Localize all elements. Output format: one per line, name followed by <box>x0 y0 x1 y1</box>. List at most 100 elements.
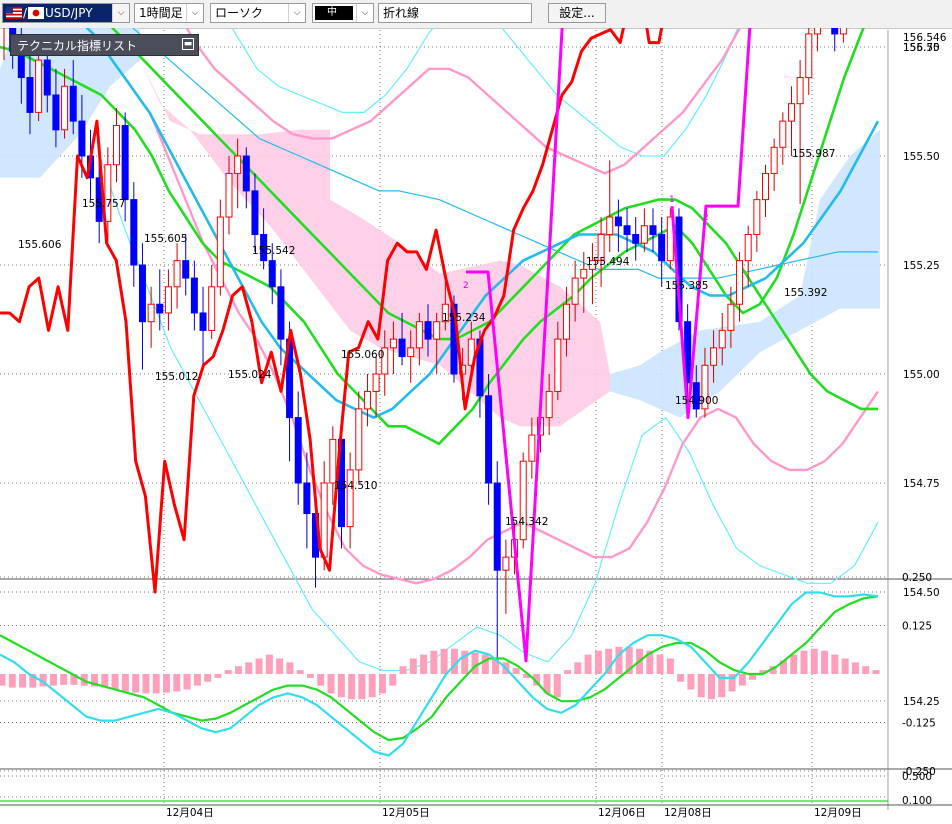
histogram-bar <box>8 674 16 688</box>
candle-body <box>138 264 146 323</box>
drawing-tool-label: 折れ線 <box>383 6 420 20</box>
histogram-bar <box>348 674 356 700</box>
histogram-bar <box>646 650 654 674</box>
candle <box>372 356 380 418</box>
candle-body <box>779 120 787 148</box>
histogram-bar <box>29 674 37 688</box>
candle-body <box>294 417 302 484</box>
candle <box>190 260 198 331</box>
drawing-tool-select[interactable]: 折れ線 <box>378 3 532 23</box>
candle <box>485 374 493 505</box>
histogram-bar <box>327 674 335 694</box>
candle-body <box>156 303 164 314</box>
collapse-icon[interactable]: ▬ <box>182 38 194 50</box>
candle <box>597 217 605 287</box>
candle <box>753 190 761 252</box>
histogram-bar <box>0 674 6 686</box>
technical-indicator-panel[interactable]: テクニカル指標リスト ▬ <box>10 34 199 56</box>
candle <box>225 156 233 235</box>
candle-body <box>415 321 423 349</box>
histogram-bar <box>841 658 849 674</box>
histogram-bar <box>276 658 284 674</box>
chevron-down-icon[interactable]: ⌵ <box>186 4 203 22</box>
candle-body <box>130 199 138 266</box>
candle <box>467 321 475 374</box>
line-color-swatch: 中 <box>315 6 353 20</box>
histogram-bar <box>821 650 829 674</box>
candle-body <box>787 103 795 122</box>
candle-body <box>69 85 77 122</box>
line-width-label: 中 <box>327 7 337 18</box>
timeframe-select[interactable]: 1時間足 ⌵ <box>134 3 204 23</box>
line-width-select[interactable]: 中 ⌵ <box>312 3 374 23</box>
candle <box>381 330 389 396</box>
histogram-bar <box>19 674 27 688</box>
chevron-down-icon[interactable]: ⌵ <box>288 4 305 22</box>
candle <box>69 60 77 135</box>
candle <box>26 51 34 135</box>
histogram-bar <box>440 648 448 674</box>
candle-body <box>268 260 276 288</box>
candle <box>121 112 129 222</box>
candle-body <box>407 347 415 358</box>
histogram-bar <box>430 650 438 674</box>
histogram-bar <box>533 674 541 686</box>
chart-type-select[interactable]: ローソク ⌵ <box>210 3 306 23</box>
candle-body <box>329 438 337 484</box>
toolbar: / USD/JPY ⌵ 1時間足 ⌵ ローソク ⌵ 中 ⌵ 折れ線 設定... <box>0 0 952 29</box>
chevron-down-icon[interactable]: ⌵ <box>356 4 373 22</box>
histogram-bar <box>574 662 582 674</box>
candle-body <box>597 233 605 262</box>
candle-body <box>640 225 648 244</box>
price-axis-label: 154.25 <box>903 696 940 708</box>
price-annotation: 155.392 <box>784 287 827 299</box>
timeframe-label: 1時間足 <box>139 6 183 20</box>
candle-body <box>35 59 43 113</box>
histogram-bar <box>450 648 458 674</box>
price-axis-label: 155.00 <box>903 369 940 381</box>
candle-body <box>260 233 268 262</box>
candle-body <box>718 329 726 349</box>
date-axis-label: 12月08日 <box>664 807 712 819</box>
price-axis-label: 156.50 <box>903 42 940 54</box>
histogram-bar <box>656 654 664 674</box>
candle <box>156 269 164 331</box>
macd-signal-line <box>0 595 879 742</box>
histogram-bar <box>492 658 500 674</box>
histogram-bar <box>461 650 469 674</box>
elliott-wave-label: 1 <box>669 195 675 205</box>
candle-body <box>363 390 371 410</box>
candle <box>260 208 268 270</box>
candle-body <box>554 338 562 392</box>
histogram-bar <box>810 648 818 674</box>
histogram-bar <box>39 674 47 687</box>
histogram-bar <box>677 674 685 682</box>
candle-body <box>147 303 155 323</box>
histogram-bar <box>214 674 222 678</box>
candle <box>433 312 441 374</box>
ichimoku-cloud-bull <box>610 129 880 418</box>
candle <box>104 147 112 244</box>
candle <box>727 286 735 348</box>
candle-body <box>545 390 553 419</box>
candle-body <box>805 33 813 79</box>
currency-pair-select[interactable]: / USD/JPY ⌵ <box>2 3 130 23</box>
price-annotation: 155.024 <box>228 369 272 381</box>
candle <box>147 286 155 348</box>
candle <box>623 208 631 252</box>
price-axis-label: 156.546 <box>903 32 947 44</box>
candle-body <box>562 303 570 340</box>
price-axis-label: 154.50 <box>903 587 940 599</box>
candle-body <box>701 364 709 410</box>
candle-body <box>839 28 847 35</box>
candle-body <box>398 338 406 358</box>
candle <box>528 417 536 479</box>
settings-button[interactable]: 設定... <box>548 3 606 23</box>
candle <box>208 265 216 340</box>
elliott-wave-label: 2 <box>703 213 709 223</box>
candle <box>831 28 839 52</box>
chevron-down-icon[interactable]: ⌵ <box>112 4 129 22</box>
chart-area[interactable]: 2341234155.606155.757155.605155.542155.0… <box>0 28 952 824</box>
candle-body <box>216 216 224 288</box>
date-axis-label: 12月09日 <box>814 807 862 819</box>
